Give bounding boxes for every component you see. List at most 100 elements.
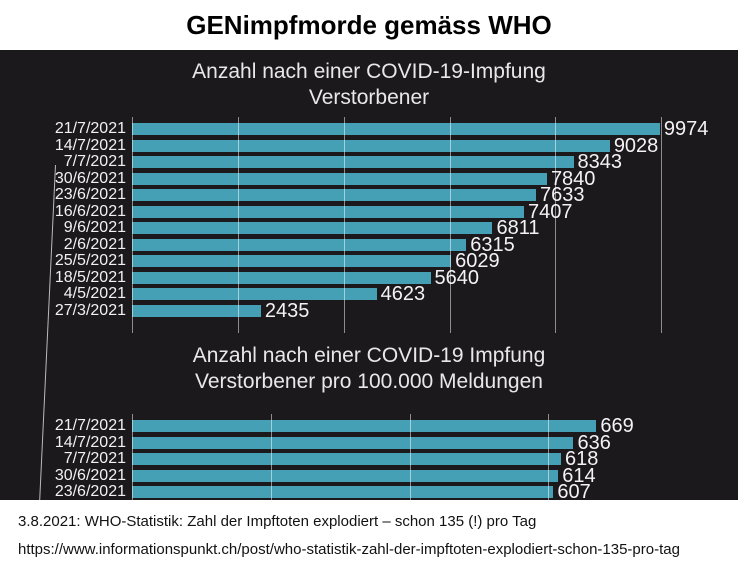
bar-track: 6811 [132, 217, 738, 240]
category-label: 4/5/2021 [63, 285, 126, 303]
bar [132, 139, 610, 152]
bar-track: 607 [132, 481, 738, 500]
bar [132, 172, 547, 185]
bar-row: 16/6/2021 7407 [0, 200, 738, 223]
chart-deaths-per-100000: Anzahl nach einer COVID-19 Impfung Verst… [0, 343, 738, 500]
value-label: 7633 [539, 184, 585, 207]
bar-track: 5640 [132, 266, 738, 289]
category-label: 23/6/2021 [54, 483, 126, 500]
bar [132, 271, 431, 284]
bar [132, 222, 493, 235]
bar [132, 304, 261, 317]
bar [132, 486, 554, 499]
bar [132, 469, 559, 482]
bar-track: 9974 [132, 118, 738, 141]
category-label: 16/6/2021 [54, 202, 126, 220]
bar-row: 30/6/2021 7840 [0, 167, 738, 190]
footer: 3.8.2021: WHO-Statistik: Zahl der Impfto… [0, 500, 738, 568]
value-label: 6029 [455, 250, 500, 273]
category-label: 21/7/2021 [54, 120, 126, 138]
value-label: 2435 [264, 299, 310, 322]
chart-panel: Anzahl nach einer COVID-19-Impfung Verst… [0, 50, 738, 500]
category-label: 9/6/2021 [63, 219, 126, 237]
value-label: 4623 [380, 283, 426, 306]
category-label: 18/5/2021 [54, 268, 126, 286]
category-label: 14/7/2021 [54, 136, 126, 154]
value-label: 618 [564, 448, 599, 471]
category-label: 14/7/2021 [54, 433, 126, 451]
bar-track: 636 [132, 431, 738, 454]
bar-track: 9028 [132, 134, 738, 157]
value-label: 607 [557, 481, 591, 500]
bar-row: 21/7/2021 669 [0, 415, 738, 438]
bar-track: 6029 [132, 250, 738, 273]
bar-plot-deaths-total: 21/7/2021 9974 14/7/2021 9028 7/7/2021 8343 30… [0, 116, 738, 333]
bar-row: 27/3/2021 2435 [0, 299, 738, 322]
bar [132, 436, 574, 449]
bar [132, 453, 561, 466]
bar-track: 6315 [132, 233, 738, 256]
bar-row: 7/7/2021 618 [0, 448, 738, 471]
value-label: 8343 [577, 151, 623, 174]
value-label: 6315 [470, 233, 515, 256]
chart-title-deaths-per-100000: Anzahl nach einer COVID-19 Impfung Verst… [0, 343, 738, 396]
bar-row: 14/7/2021 636 [0, 431, 738, 454]
value-label: 614 [562, 464, 596, 487]
bar-track: 618 [132, 448, 738, 471]
bar-track: 8343 [132, 151, 738, 174]
chart-deaths-total: Anzahl nach einer COVID-19-Impfung Verst… [0, 50, 738, 333]
bar [132, 205, 525, 218]
footer-url: https://www.informationspunkt.ch/post/wh… [18, 541, 680, 558]
bar-track: 4623 [132, 283, 738, 306]
bar-track: 7633 [132, 184, 738, 207]
bar-track: 614 [132, 464, 738, 487]
bar-row: 9/6/2021 6811 [0, 217, 738, 240]
bar-row: 2/6/2021 6315 [0, 233, 738, 256]
bar-row: 23/6/2021 7633 [0, 184, 738, 207]
bar-row: 25/5/2021 6029 [0, 250, 738, 273]
footer-caption: 3.8.2021: WHO-Statistik: Zahl der Impfto… [18, 513, 537, 530]
bar-track: 7407 [132, 200, 738, 223]
bar-row: 21/7/2021 9974 [0, 118, 738, 141]
value-label: 7407 [528, 200, 573, 223]
page-title: GENimpfmorde gemäss WHO [186, 9, 552, 40]
bar-row: 4/5/2021 4623 [0, 283, 738, 306]
bar-track: 669 [132, 415, 738, 438]
bar [132, 238, 467, 251]
category-label: 21/7/2021 [54, 417, 126, 435]
category-label: 27/3/2021 [54, 301, 126, 319]
bar [132, 123, 660, 136]
bar-row: 18/5/2021 5640 [0, 266, 738, 289]
value-label: 7840 [550, 167, 596, 190]
bar [132, 288, 377, 301]
category-label: 30/6/2021 [54, 169, 126, 187]
bar-track: 2435 [132, 299, 738, 322]
title-bar: GENimpfmorde gemäss WHO [0, 0, 738, 50]
bar [132, 156, 574, 169]
bar-row: 23/6/2021 607 [0, 481, 738, 500]
value-label: 9028 [613, 134, 659, 157]
bar [132, 255, 452, 268]
chart-title-line: Anzahl nach einer COVID-19 Impfung [192, 343, 546, 367]
category-label: 23/6/2021 [54, 186, 126, 204]
category-label: 7/7/2021 [63, 153, 126, 171]
chart-title-line: Anzahl nach einer COVID-19-Impfung [192, 60, 546, 83]
value-label: 636 [577, 431, 611, 454]
bar-track: 7840 [132, 167, 738, 190]
bar [132, 189, 536, 202]
bar [132, 420, 597, 433]
bar-row: 30/6/2021 614 [0, 464, 738, 487]
value-label: 6811 [496, 217, 540, 240]
chart-title-line: Verstorbener [308, 86, 430, 110]
value-label: 5640 [434, 266, 480, 289]
category-label: 2/6/2021 [63, 235, 126, 253]
bar-plot-deaths-per-100000: 21/7/2021 669 14/7/2021 636 7/7/2021 618 30/6/… [0, 413, 738, 500]
value-label: 669 [600, 415, 634, 438]
category-label: 7/7/2021 [63, 450, 126, 468]
bar-row: 14/7/2021 9028 [0, 134, 738, 157]
chart-title-line: Verstorbener pro 100.000 Meldungen [195, 370, 543, 394]
bar-row: 7/7/2021 8343 [0, 151, 738, 174]
category-label: 25/5/2021 [54, 252, 126, 270]
value-label: 9974 [663, 118, 709, 141]
chart-title-deaths-total: Anzahl nach einer COVID-19-Impfung Verst… [0, 59, 738, 112]
